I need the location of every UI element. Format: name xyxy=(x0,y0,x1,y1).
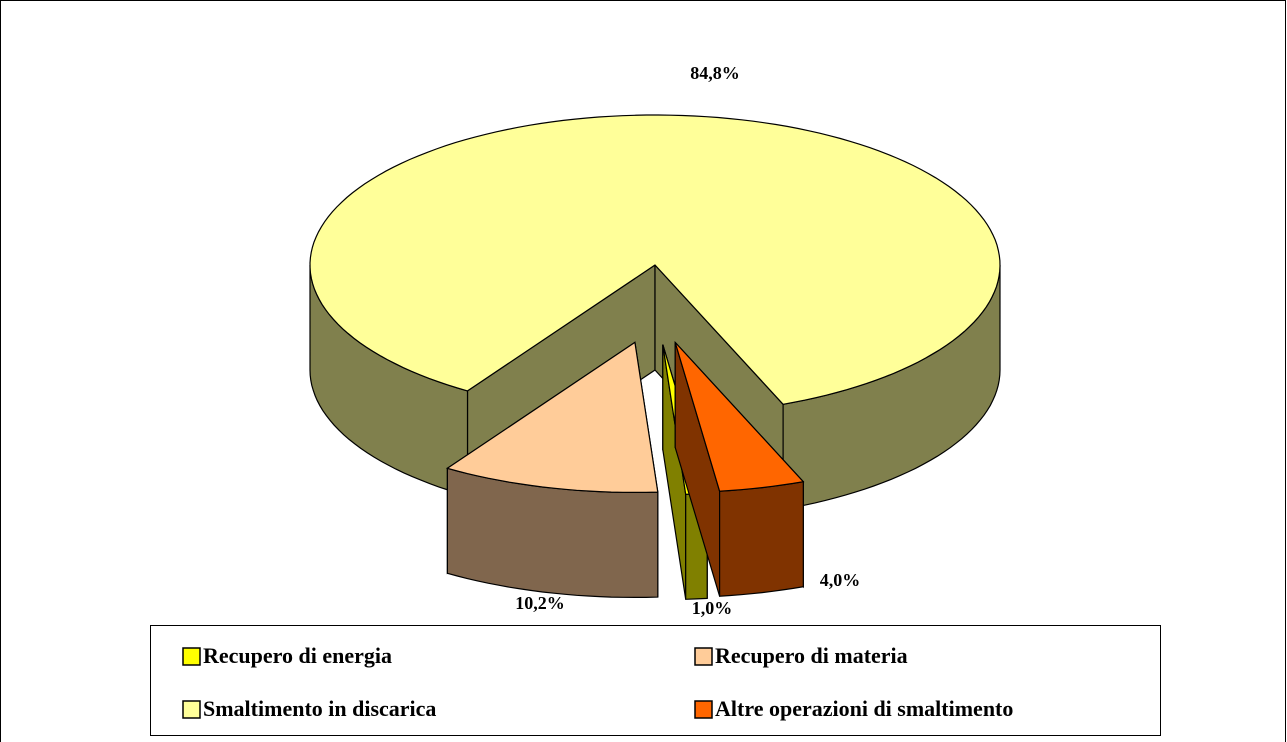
legend-swatch xyxy=(182,647,201,666)
slice xyxy=(309,114,1001,405)
data-label: 10,2% xyxy=(515,593,565,613)
legend-swatch xyxy=(694,647,713,666)
pie xyxy=(309,114,1001,600)
legend-label: Recupero di energia xyxy=(203,643,392,668)
legend-box xyxy=(150,625,1161,736)
legend-label: Altre operazioni di smaltimento xyxy=(715,696,1013,721)
data-label: 84,8% xyxy=(690,63,740,83)
slice-wall xyxy=(719,480,804,597)
legend-swatch xyxy=(182,700,201,719)
legend-label: Smaltimento in discarica xyxy=(203,696,436,721)
slice xyxy=(445,341,659,493)
legend-swatch xyxy=(694,700,713,719)
legend-label: Recupero di materia xyxy=(715,643,908,668)
data-label: 1,0% xyxy=(692,598,733,618)
slice xyxy=(674,341,805,492)
data-label: 4,0% xyxy=(820,570,861,590)
